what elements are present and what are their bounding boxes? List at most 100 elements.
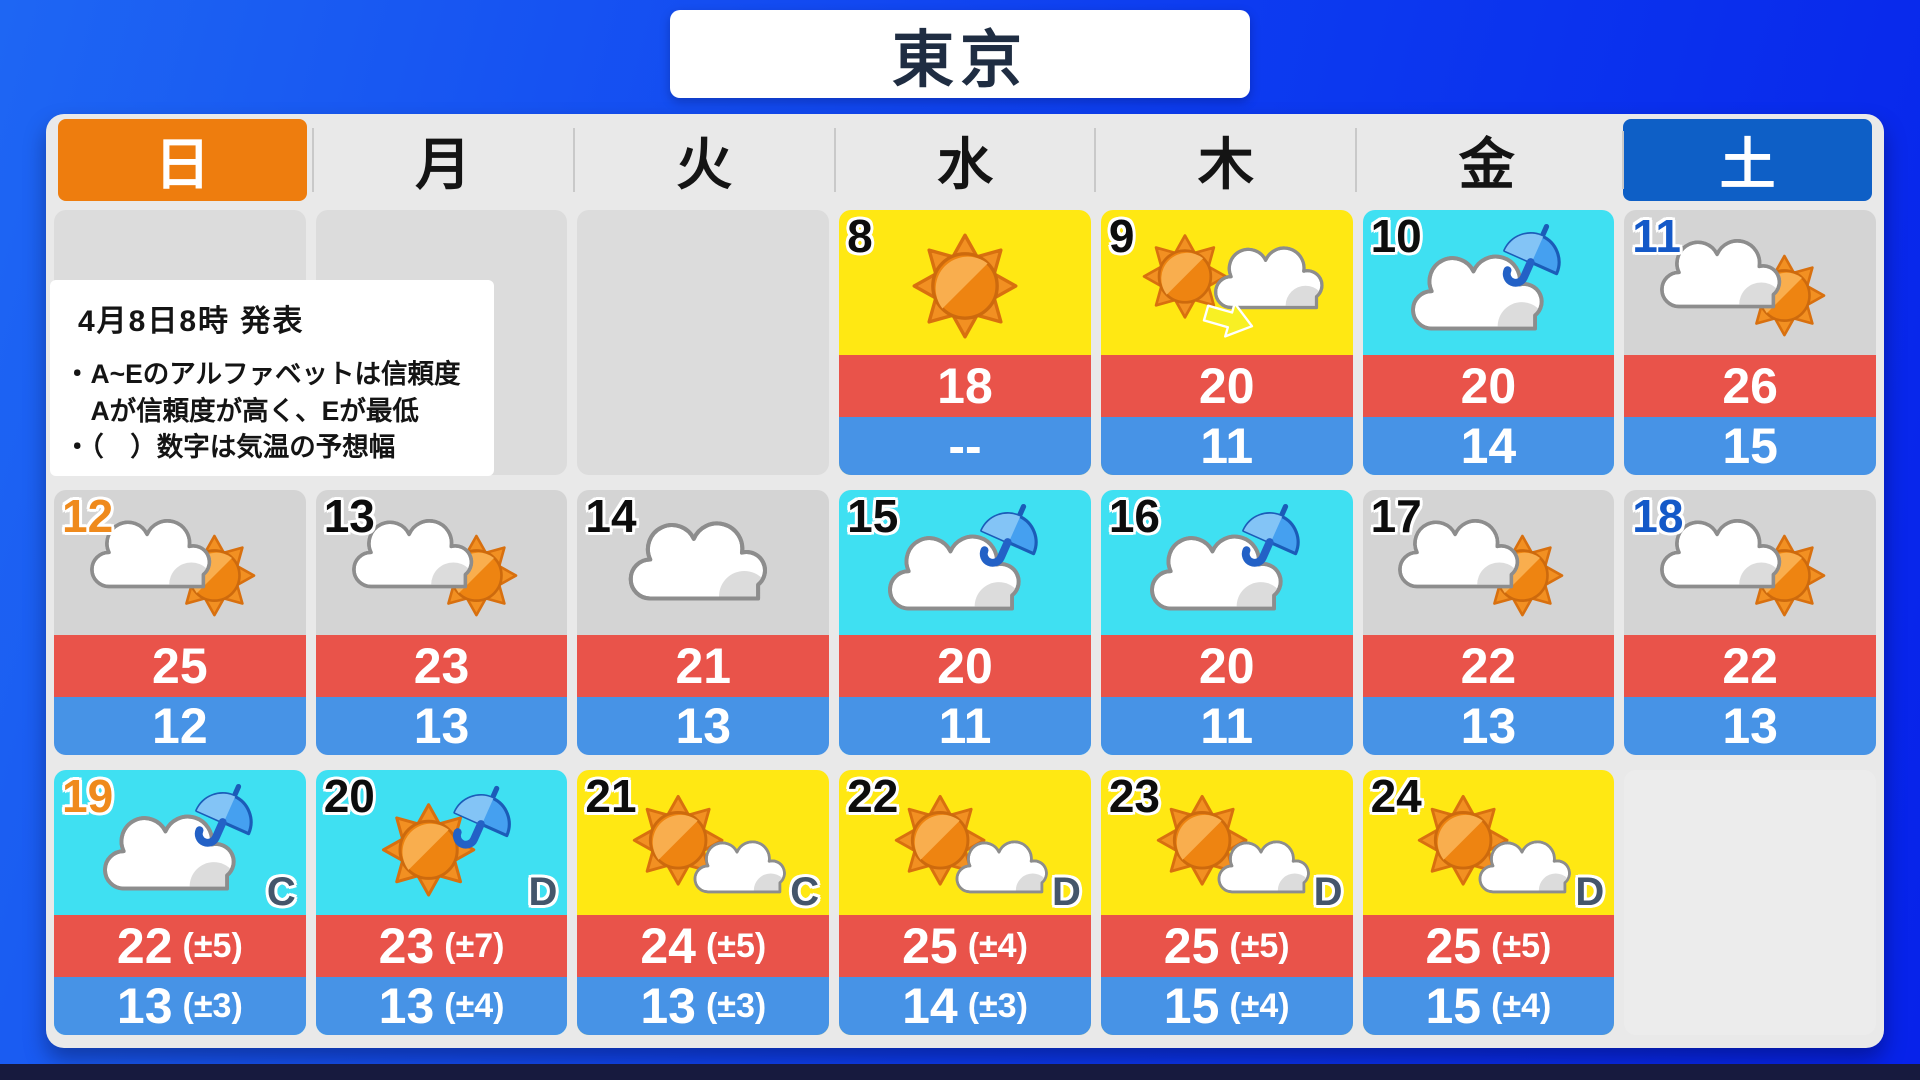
low-temp-band: 15 — [1624, 417, 1876, 475]
date-label: 10 — [1370, 210, 1422, 262]
weekday-label: 水 — [936, 132, 993, 196]
high-temp-band: 21 — [577, 635, 830, 697]
low-temp: 13 — [1722, 698, 1778, 754]
date-label: 15 — [847, 490, 899, 542]
location-title-box: 東京 — [670, 10, 1250, 98]
weekday-header-tue: 火 — [572, 116, 835, 204]
high-temp-range: (±5) — [1229, 926, 1290, 965]
low-temp-band: 11 — [1100, 697, 1353, 755]
sky-area: 16 — [1101, 490, 1353, 635]
high-temp-range: (±4) — [967, 926, 1028, 965]
high-temp-band: 20 — [1100, 635, 1353, 697]
weekday-label: 火 — [676, 132, 733, 196]
low-temp-range: (±3) — [967, 986, 1028, 1025]
weekday-header-sun: 日 — [58, 119, 307, 201]
sky-area: 9 — [1101, 210, 1353, 355]
low-temp: 15 — [1425, 978, 1482, 1034]
reliability-label: D — [528, 870, 558, 914]
low-temp-band: -- — [839, 417, 1091, 475]
low-temp-band: 13 (±3) — [577, 977, 830, 1035]
high-temp: 21 — [675, 638, 732, 694]
high-temp: 22 — [1460, 638, 1517, 694]
sky-area: 15 — [839, 490, 1091, 635]
date-label: 18 — [1632, 490, 1684, 542]
reliability-label: D — [1313, 870, 1343, 914]
high-temp-range: (±7) — [444, 926, 505, 965]
high-temp: 25 — [1163, 918, 1220, 974]
forecast-cell-15: 15 20 11 — [839, 490, 1091, 755]
high-temp-band: 25 (±5) — [1362, 915, 1615, 977]
weekday-label: 月 — [415, 132, 472, 196]
sky-area: 18 — [1624, 490, 1876, 635]
low-temp-range: (±3) — [705, 986, 767, 1025]
low-temp: 13 — [675, 698, 732, 754]
high-temp: 23 — [378, 918, 435, 974]
weekday-label: 金 — [1458, 132, 1515, 196]
low-temp-band: 15 (±4) — [1100, 977, 1353, 1035]
low-temp: 13 — [640, 978, 696, 1034]
low-temp: 14 — [1460, 418, 1517, 474]
forecast-cell-16: 16 20 11 — [1100, 490, 1353, 755]
low-temp-band: 11 — [1100, 417, 1353, 475]
reliability-label: D — [1575, 870, 1605, 914]
date-label: 12 — [62, 490, 114, 542]
forecast-cell-13: 13 23 13 — [315, 490, 568, 755]
low-temp-band: 13 — [315, 697, 568, 755]
sky-area: 20 D — [316, 770, 568, 915]
high-temp-range: (±5) — [182, 926, 243, 965]
low-temp-band: 13 — [1624, 697, 1876, 755]
reliability-label: C — [790, 870, 820, 914]
forecast-cell-11: 11 26 15 — [1624, 210, 1876, 475]
weekday-header-wed: 水 — [833, 116, 1096, 204]
date-label: 11 — [1632, 210, 1681, 262]
forecast-cell-19: 19 C 22 (±5) 13 (±3) — [54, 770, 306, 1035]
high-temp: 25 — [152, 638, 208, 694]
high-temp: 25 — [1425, 918, 1482, 974]
low-temp: 14 — [902, 978, 958, 1034]
high-temp-band: 18 — [839, 355, 1091, 417]
high-temp: 20 — [937, 638, 993, 694]
sky-area: 13 — [316, 490, 568, 635]
high-temp-band: 20 — [1362, 355, 1615, 417]
forecast-cell-22: 22 D 25 (±4) 14 (±3) — [839, 770, 1091, 1035]
low-temp-band: 13 (±4) — [315, 977, 568, 1035]
date-label: 21 — [585, 770, 637, 822]
sky-area: 19 C — [54, 770, 306, 915]
low-temp-range: (±4) — [1229, 986, 1290, 1025]
forecast-grid: 8 18 -- 9 20 11 10 20 14 11 26 15 12 25 12 13 23 13 14 21 13… — [54, 210, 1876, 1035]
low-temp-band: 11 — [839, 697, 1091, 755]
low-temp-band: 13 — [577, 697, 830, 755]
weekday-header-mon: 月 — [311, 116, 574, 204]
low-temp-range: (±3) — [182, 986, 243, 1025]
high-temp: 22 — [116, 918, 173, 974]
page-title: 東京 — [891, 26, 1028, 95]
date-label: 13 — [323, 490, 375, 542]
weekday-label: 木 — [1197, 132, 1254, 196]
low-temp: -- — [948, 418, 982, 474]
forecast-cell-24: 24 D 25 (±5) 15 (±4) — [1362, 770, 1615, 1035]
high-temp-band: 26 — [1624, 355, 1876, 417]
issued-timestamp: 4月8日8時 発表 — [78, 305, 305, 338]
forecast-panel: 日 月 火 水 木 金 土 8 18 -- 9 20 11 10 20 14 11 26 15 12 25… — [46, 114, 1884, 1048]
sky-area: 11 — [1624, 210, 1876, 355]
date-label: 8 — [847, 210, 873, 262]
weekday-header-fri: 金 — [1355, 116, 1617, 204]
high-temp-band: 23 (±7) — [315, 915, 568, 977]
announcement-note: 4月8日8時 発表 ・A~Eのアルファベットは信頼度 Aが信頼度が高く、Eが最低… — [50, 280, 494, 476]
high-temp-band: 25 (±4) — [839, 915, 1091, 977]
note-line: ・（ ）数字は気温の予想幅 — [64, 432, 396, 463]
low-temp: 15 — [1163, 978, 1220, 1034]
forecast-cell-9: 9 20 11 — [1100, 210, 1353, 475]
low-temp: 11 — [1200, 698, 1254, 754]
high-temp-range: (±5) — [1491, 926, 1552, 965]
high-temp-band: 25 — [54, 635, 306, 697]
high-temp: 20 — [1198, 358, 1255, 414]
high-temp-band: 24 (±5) — [577, 915, 830, 977]
low-temp: 11 — [938, 698, 992, 754]
high-temp: 26 — [1722, 358, 1778, 414]
date-label: 17 — [1370, 490, 1422, 542]
high-temp-band: 20 — [1100, 355, 1353, 417]
forecast-cell-14: 14 21 13 — [577, 490, 830, 755]
low-temp-range: (±4) — [444, 986, 505, 1025]
